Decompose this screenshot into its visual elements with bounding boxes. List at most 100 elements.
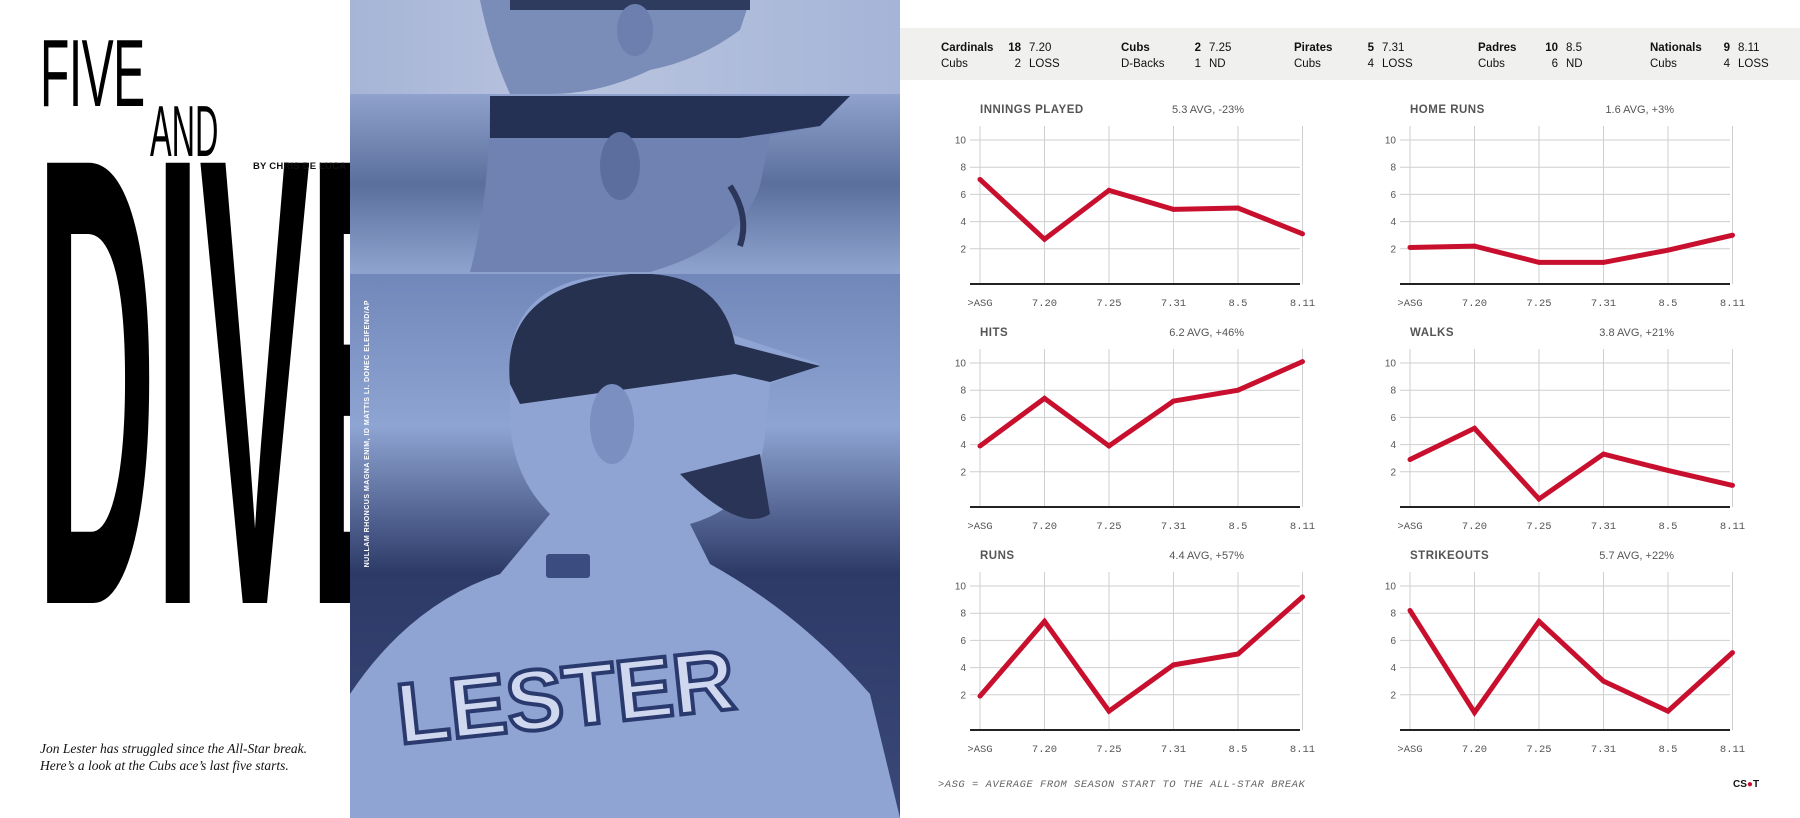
y-tick-label: 6: [960, 413, 966, 424]
game-team: Cardinals: [941, 42, 994, 54]
x-tick-label: 7.25: [1096, 298, 1121, 310]
x-tick-label: 7.31: [1161, 298, 1186, 310]
player-illustration-main: LESTER: [350, 274, 900, 818]
chart-title: STRIKEOUTS: [1410, 550, 1490, 562]
x-tick-label: 8.5: [1229, 298, 1248, 310]
chart-title: HOME RUNS: [1410, 104, 1485, 116]
y-tick-label: 6: [960, 636, 966, 647]
game-score: 10: [1545, 42, 1558, 54]
data-point: [1665, 467, 1671, 473]
y-tick-label: 4: [1390, 663, 1396, 674]
x-tick-label: 8.5: [1229, 744, 1248, 756]
data-point: [1171, 206, 1176, 212]
game-team: Pirates: [1294, 42, 1333, 54]
game-result: LOSS: [1029, 58, 1060, 70]
data-point: [1730, 482, 1735, 488]
chart-average: 3.8 AVG, +21%: [1599, 327, 1674, 339]
y-tick-label: 2: [960, 244, 966, 255]
x-tick-label: 7.20: [1462, 298, 1487, 310]
y-tick-label: 10: [1385, 136, 1397, 147]
x-tick-label: 8.11: [1290, 298, 1315, 310]
data-point: [977, 443, 983, 449]
game-team: Cubs: [1478, 58, 1505, 70]
game-score: 2: [1014, 58, 1021, 70]
data-point: [1300, 359, 1305, 365]
data-point: [1472, 709, 1477, 715]
intro-text: Jon Lester has struggled since the All-S…: [40, 740, 340, 774]
y-tick-label: 2: [960, 467, 966, 478]
game-result: ND: [1566, 58, 1583, 70]
y-tick-label: 2: [1390, 690, 1396, 701]
x-tick-label: >ASG: [1397, 298, 1422, 310]
game-date: 8.5: [1566, 42, 1582, 54]
game-score: 18: [1008, 42, 1021, 54]
intro-line-2: Here’s a look at the Cubs ace’s last fiv…: [40, 758, 289, 773]
line-chart-svg: 2 4 6 8 10 >ASG 7.20 7.25 7.31 8.5 8.11: [955, 126, 1315, 310]
data-point: [1536, 496, 1542, 502]
headline-five: FIVE: [40, 20, 145, 127]
data-point: [1536, 259, 1542, 265]
data-point: [1730, 232, 1735, 238]
line-chart-svg: 2 4 6 8 10 >ASG 7.20 7.25 7.31 8.5 8.11: [1385, 126, 1745, 310]
x-tick-label: 7.20: [1032, 521, 1057, 533]
publication-logo: CS●T: [1733, 779, 1760, 790]
y-tick-label: 10: [955, 582, 967, 593]
x-tick-label: >ASG: [1397, 744, 1422, 756]
logo-dot-icon: ●: [1746, 779, 1753, 790]
x-tick-label: 7.31: [1591, 521, 1616, 533]
y-tick-label: 6: [1390, 413, 1396, 424]
y-tick-label: 4: [960, 663, 966, 674]
x-tick-label: >ASG: [967, 298, 992, 310]
x-tick-label: 8.11: [1720, 744, 1745, 756]
y-tick-label: 4: [960, 217, 966, 228]
footnote: >ASG = AVERAGE FROM SEASON START TO THE …: [938, 779, 1306, 791]
game-team: Cubs: [941, 58, 968, 70]
line-chart-svg: 2 4 6 8 10 >ASG 7.20 7.25 7.31 8.5 8.11: [955, 349, 1315, 533]
game-result: LOSS: [1382, 58, 1413, 70]
photo-credit: NULLAM RHONCUS MAGNA ENIM, ID MATTIS LI.…: [364, 300, 371, 568]
data-point: [977, 693, 983, 699]
y-tick-label: 2: [960, 690, 966, 701]
x-tick-label: 7.20: [1032, 298, 1057, 310]
y-tick-label: 2: [1390, 244, 1396, 255]
x-tick-label: 7.31: [1161, 521, 1186, 533]
data-point: [1042, 395, 1047, 401]
data-point: [1665, 708, 1671, 714]
y-tick-label: 8: [1390, 163, 1396, 174]
x-tick-label: 8.5: [1229, 521, 1248, 533]
chart-title: INNINGS PLAYED: [980, 104, 1084, 116]
x-tick-label: >ASG: [967, 521, 992, 533]
photo-strip-middle: [350, 96, 900, 272]
game-score: 1: [1194, 58, 1201, 70]
x-tick-label: 8.11: [1290, 521, 1315, 533]
data-point: [1601, 259, 1606, 265]
game-1: Cardinals 18 7.20 Cubs 2 LOSS: [941, 40, 1060, 72]
x-tick-label: >ASG: [1397, 521, 1422, 533]
x-tick-label: 7.25: [1526, 521, 1551, 533]
headline-and: AND: [150, 92, 219, 172]
game-date: 8.11: [1738, 42, 1760, 54]
chart-hits: 2 4 6 8 10 >ASG 7.20 7.25 7.31 8.5 8.11 HITS 6.2 A…: [900, 327, 1320, 539]
series-line: [978, 595, 1305, 715]
game-date: 7.31: [1382, 42, 1405, 54]
photo-strip-top: [350, 0, 900, 94]
game-score: 6: [1551, 58, 1558, 70]
game-3: Pirates 5 7.31 Cubs 4 LOSS: [1294, 40, 1413, 72]
x-tick-label: 7.25: [1526, 298, 1551, 310]
y-tick-label: 10: [955, 136, 967, 147]
chart-title: WALKS: [1410, 327, 1455, 339]
data-point: [1106, 708, 1112, 714]
chart-average: 5.3 AVG, -23%: [1172, 104, 1244, 116]
photo-strip-main: LESTER: [350, 274, 900, 818]
data-point: [1300, 594, 1305, 600]
chart-average: 1.6 AVG, +3%: [1605, 104, 1674, 116]
x-tick-label: 8.5: [1659, 744, 1678, 756]
game-team: Padres: [1478, 42, 1517, 54]
data-point: [1601, 678, 1606, 684]
game-result: ND: [1209, 58, 1226, 70]
x-tick-label: 7.25: [1526, 744, 1551, 756]
title-column: FIVE AND DIVE BY CHRIS DE LUCA Jon Leste…: [0, 0, 420, 818]
chart-innings-played: 2 4 6 8 10 >ASG 7.20 7.25 7.31 8.5 8.11 INNINGS PL…: [900, 104, 1320, 316]
game-team: Cubs: [1650, 58, 1677, 70]
chart-average: 4.4 AVG, +57%: [1169, 550, 1244, 562]
